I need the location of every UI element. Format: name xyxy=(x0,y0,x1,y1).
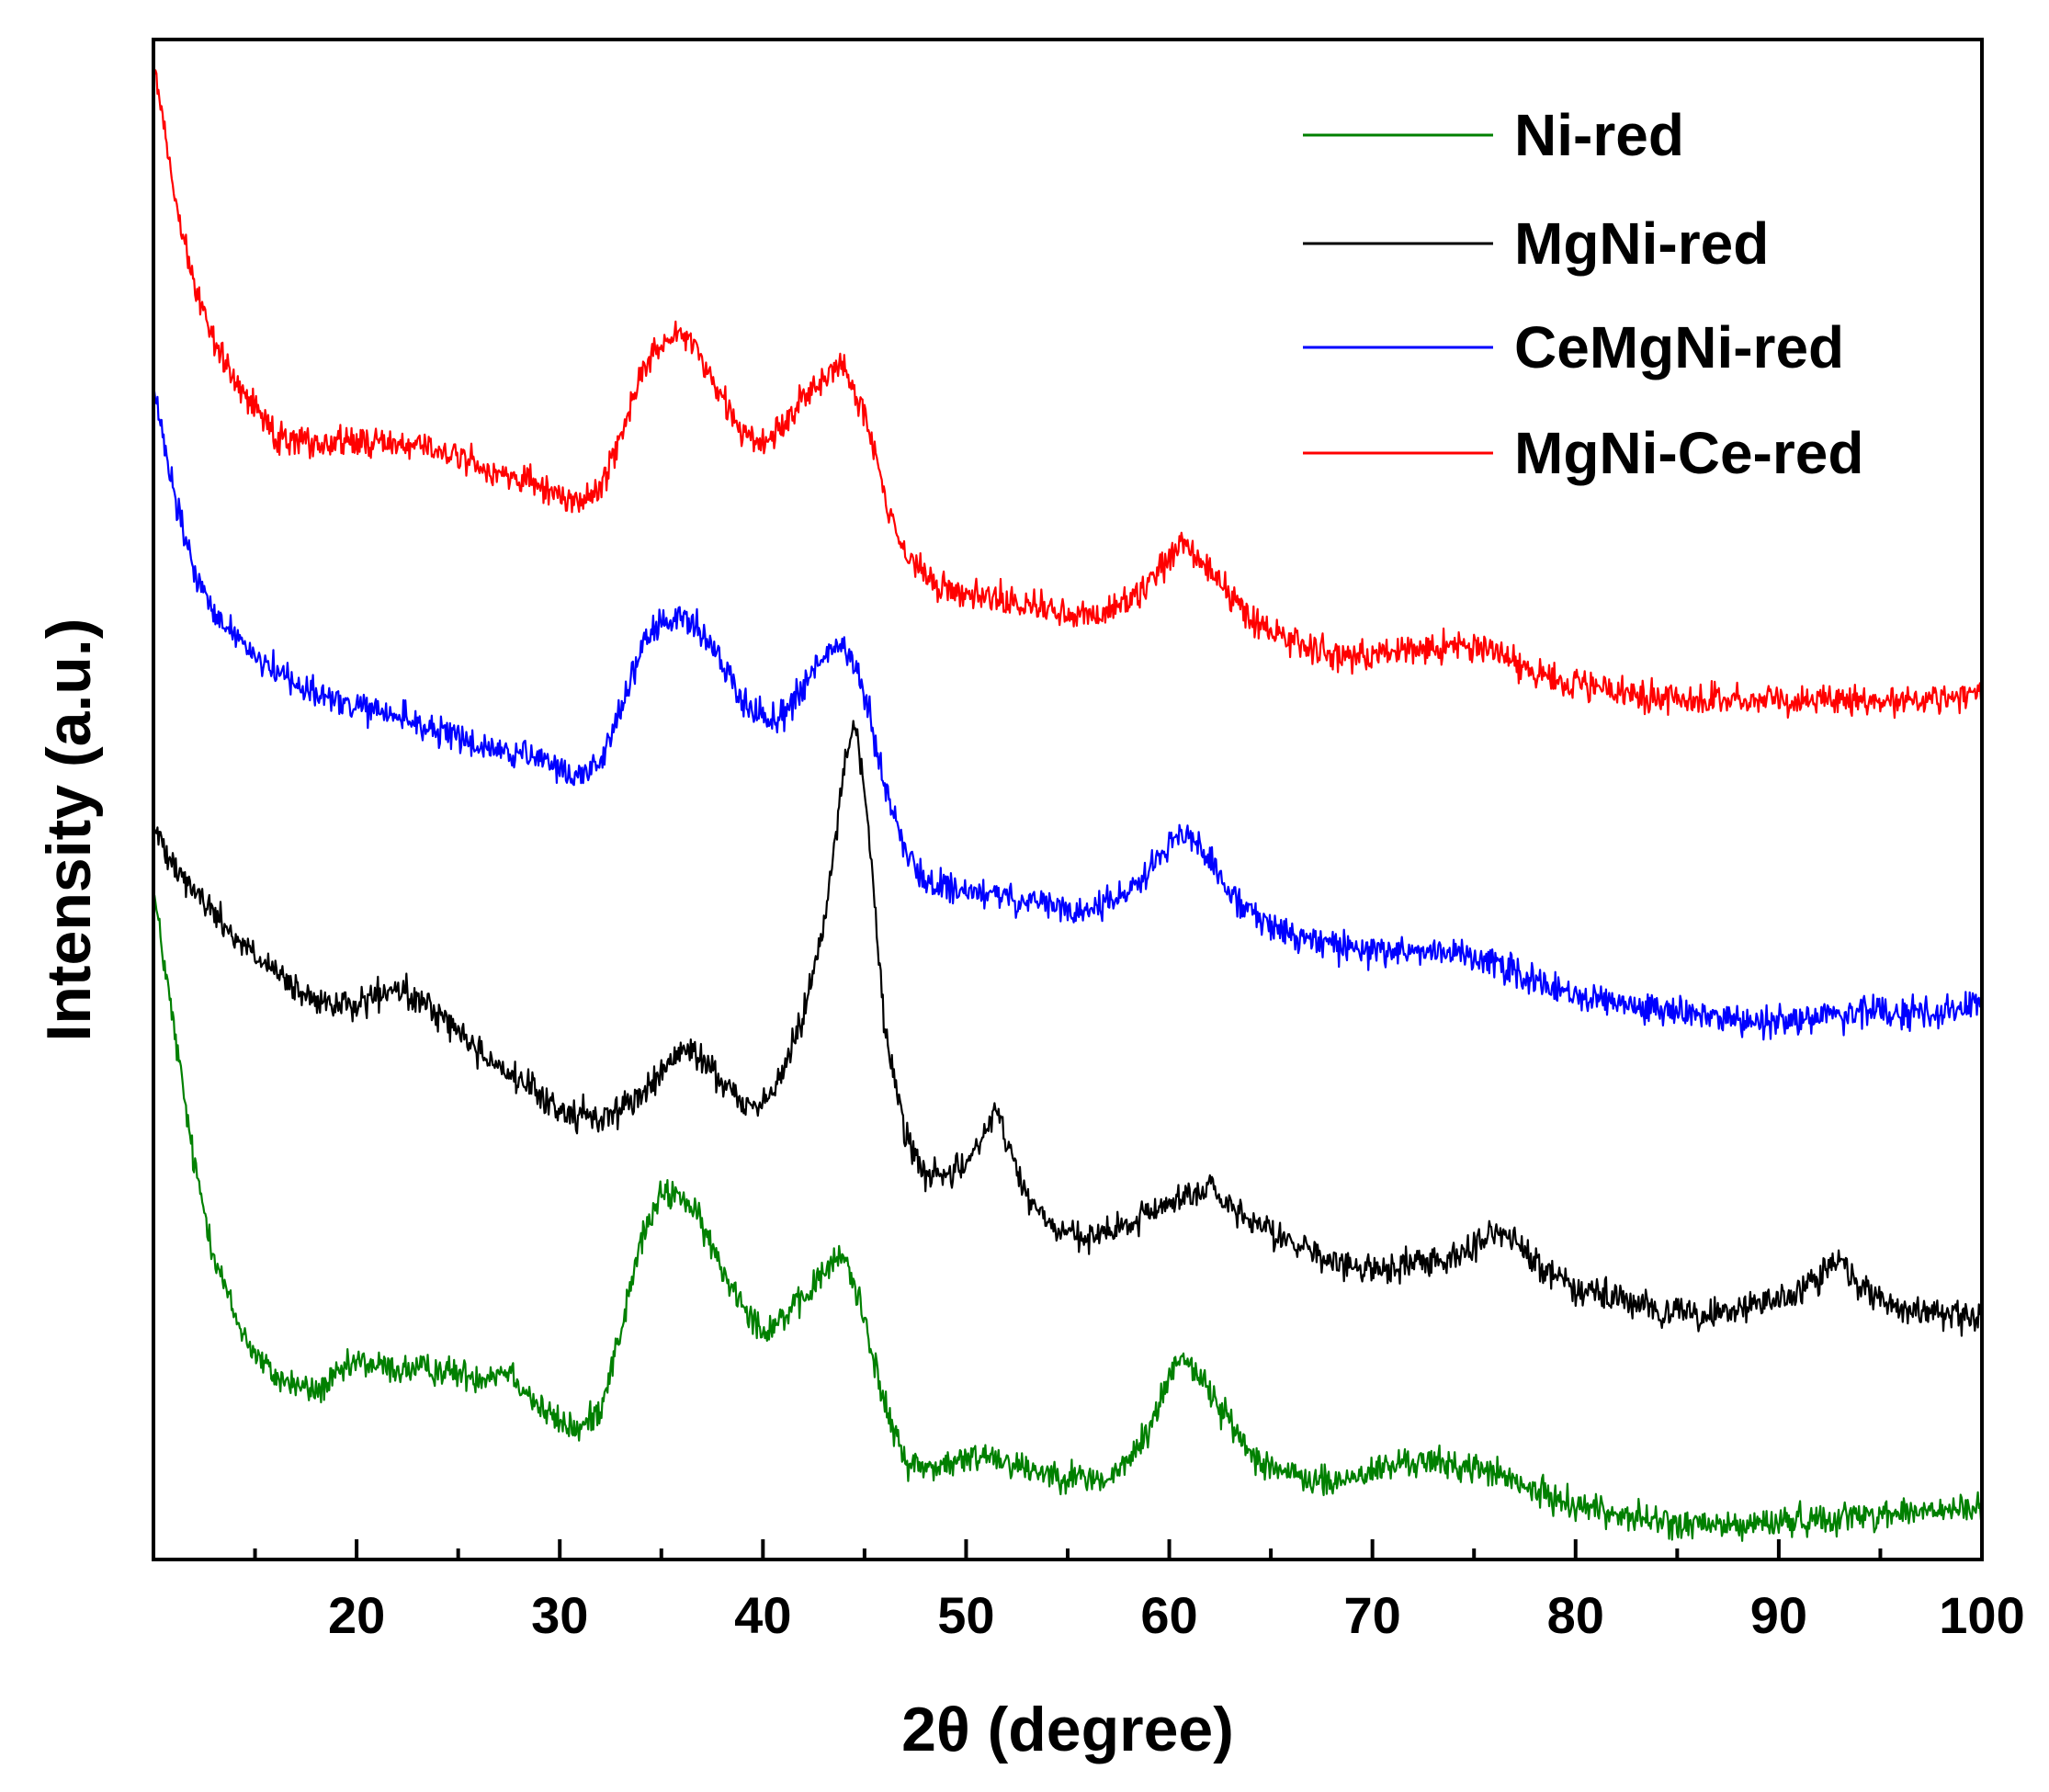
legend-label-cemgni-red: CeMgNi-red xyxy=(1514,314,1844,380)
y-axis-label: Intensity (a.u.) xyxy=(34,618,104,1042)
legend-label-mgni-ce-red: MgNi-Ce-red xyxy=(1514,420,1863,486)
x-tick-label: 100 xyxy=(1939,1586,2024,1644)
x-tick-label: 60 xyxy=(1140,1586,1197,1644)
legend: Ni-red MgNi-red CeMgNi-red MgNi-Ce-red xyxy=(1303,102,1863,486)
x-tick-label: 30 xyxy=(531,1586,588,1644)
x-tick-label: 20 xyxy=(328,1586,385,1644)
x-tick-label: 50 xyxy=(937,1586,994,1644)
legend-label-ni-red: Ni-red xyxy=(1514,102,1684,168)
x-axis-label: 2θ (degree) xyxy=(901,1695,1234,1764)
x-tick-label: 80 xyxy=(1547,1586,1604,1644)
series-line-mgni-ce-red xyxy=(152,58,1984,720)
legend-label-mgni-red: MgNi-red xyxy=(1514,210,1769,277)
x-tick-label: 40 xyxy=(734,1586,791,1644)
x-ticks: 20 30 40 50 60 70 80 90 100 xyxy=(253,1539,2025,1644)
series-line-cemgni-red xyxy=(152,386,1984,1041)
x-tick-label: 70 xyxy=(1344,1586,1401,1644)
series-line-mgni-red xyxy=(152,720,1984,1337)
series-line-ni-red xyxy=(152,893,1984,1542)
series-layer xyxy=(152,58,1984,1542)
x-tick-label: 90 xyxy=(1750,1586,1807,1644)
